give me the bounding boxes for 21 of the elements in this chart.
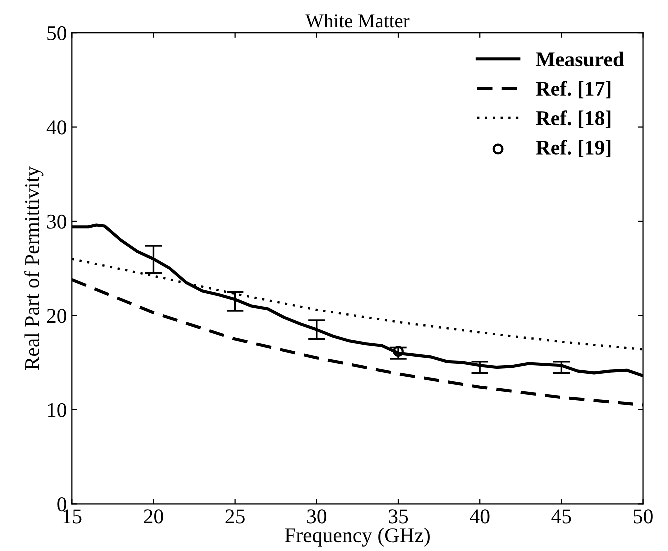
y-tick-label: 30 xyxy=(47,214,66,229)
x-tick-label: 50 xyxy=(634,510,653,524)
y-tick-label: 0 xyxy=(58,498,66,512)
y-tick-label: 40 xyxy=(46,120,66,135)
legend-label: Measured xyxy=(536,52,624,67)
x-tick-label: 40 xyxy=(470,510,490,524)
y-tick-label: 10 xyxy=(48,403,66,418)
chart-title: White Matter xyxy=(306,14,410,28)
y-tick-label: 50 xyxy=(48,26,66,40)
y-axis-title: Real Part of Permittivity xyxy=(24,166,44,370)
x-tick-label: 20 xyxy=(144,510,164,524)
legend-label: Ref. [17] xyxy=(536,81,611,99)
y-tick-label: 20 xyxy=(47,309,66,324)
x-tick-label: 45 xyxy=(552,510,572,524)
x-tick-label: 30 xyxy=(308,510,327,524)
legend-label: Ref. [19] xyxy=(536,140,611,158)
x-tick-label: 15 xyxy=(64,510,82,524)
x-tick-label: 25 xyxy=(226,510,245,524)
legend-label: Ref. [18] xyxy=(536,110,611,128)
x-axis-title: Frequency (GHz) xyxy=(285,528,430,547)
x-tick-label: 35 xyxy=(389,510,408,524)
